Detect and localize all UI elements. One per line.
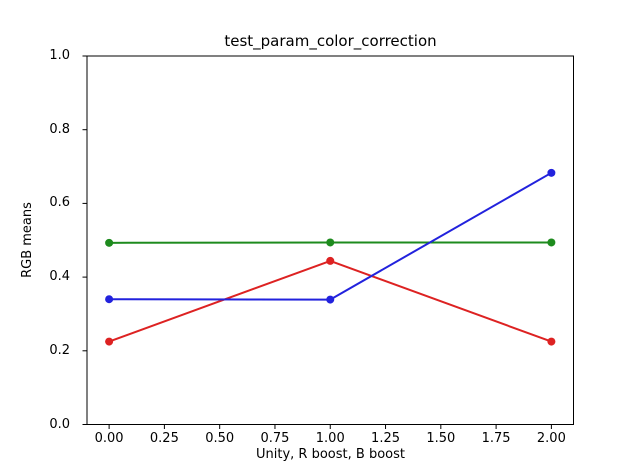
data-point-blue	[326, 295, 335, 304]
data-point-red	[105, 337, 114, 346]
series-line-blue	[108, 171, 553, 301]
x-tick-label: 2.00	[536, 430, 566, 446]
data-point-green	[105, 238, 114, 247]
data-point-blue	[547, 168, 556, 177]
y-tick-label: 1.0	[49, 48, 70, 63]
x-tick-label: 1.00	[315, 430, 345, 446]
data-point-green	[326, 238, 335, 247]
chart-title: test_param_color_correction	[224, 32, 437, 50]
data-point-green	[547, 238, 556, 247]
y-tick-label: 0.6	[49, 195, 70, 211]
data-point-red	[326, 256, 335, 265]
x-tick-label: 0.25	[149, 430, 179, 446]
x-axis-label: Unity, R boost, B boost	[256, 447, 405, 462]
x-tick-label: 1.50	[426, 430, 456, 446]
y-tick-label: 0.8	[49, 121, 70, 137]
y-tick-label: 0.2	[49, 342, 70, 358]
x-tick-label: 0.00	[94, 430, 124, 446]
x-tick-label: 1.75	[481, 430, 511, 446]
data-point-red	[547, 337, 556, 346]
data-point-blue	[105, 295, 114, 304]
y-tick-label: 0.4	[49, 269, 70, 285]
y-tick-label: 0.0	[49, 416, 70, 432]
x-tick-label: 0.75	[260, 430, 290, 446]
x-tick-label: 0.50	[205, 430, 235, 446]
x-tick-label: 1.25	[371, 430, 400, 446]
